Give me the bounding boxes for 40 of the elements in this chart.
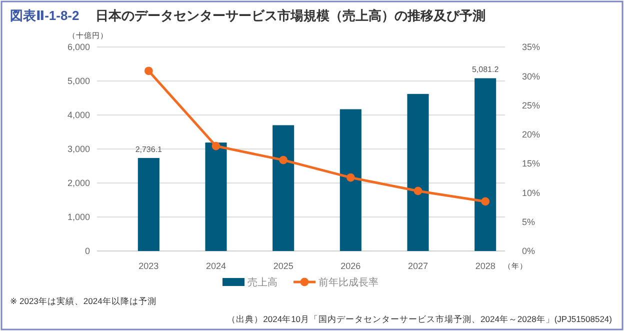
text: ※ 2023年は実績、2024年以降は予測 [10, 296, 156, 306]
y2-tick-label: 30% [522, 71, 540, 82]
legend-label: 前年比成長率 [318, 276, 378, 288]
x-tick-label: 2024 [206, 261, 226, 272]
y2-tick-label: 35% [522, 42, 540, 52]
bar [407, 94, 429, 251]
bar [340, 109, 362, 251]
text: （出典）2024年10月「国内データセンターサービス市場予測、2024年～2028年」(JPJ51508524) [227, 314, 612, 324]
bar [272, 125, 294, 251]
y2-tick-label: 15% [522, 158, 540, 169]
y-tick-label: 5,000 [67, 76, 90, 86]
y2-tick-label: 20% [522, 130, 540, 140]
y-tick-label: 4,000 [67, 110, 90, 120]
bar [205, 142, 227, 251]
point [481, 197, 490, 206]
point [212, 142, 220, 150]
x-tick-label: 2028 [475, 261, 496, 272]
bar [474, 78, 496, 251]
point [414, 186, 422, 196]
y2-tick-label: 0% [522, 246, 536, 256]
y2-tick-label: 10% [522, 188, 540, 198]
point [144, 66, 153, 76]
point [279, 156, 288, 164]
y2-tick-label: 5% [522, 217, 536, 228]
y-tick-label: 1,000 [67, 212, 90, 222]
x-tick-label: 2027 [408, 261, 428, 272]
x-tick-label: 2023 [138, 261, 159, 272]
legend-label: 売上高 [248, 276, 278, 288]
x-tick-label: 2025 [273, 261, 294, 272]
x-tick-label: 2026 [340, 261, 361, 272]
point [346, 173, 355, 182]
y-tick-label: 3,000 [67, 144, 90, 154]
bar [138, 158, 160, 251]
y-tick-label: 2,000 [67, 178, 90, 188]
y-tick-label: 0 [84, 246, 90, 256]
chart-title: 図表Ⅱ-1-8-2 日本のデータセンターサービス市場規模（売上高）の推移及び予測 [10, 8, 486, 23]
y-tick-label: 6,000 [67, 42, 90, 52]
data-label: 2,736.1 [135, 144, 163, 154]
data-label: 5,081.2 [472, 65, 500, 74]
y2-tick-label: 25% [522, 100, 540, 110]
